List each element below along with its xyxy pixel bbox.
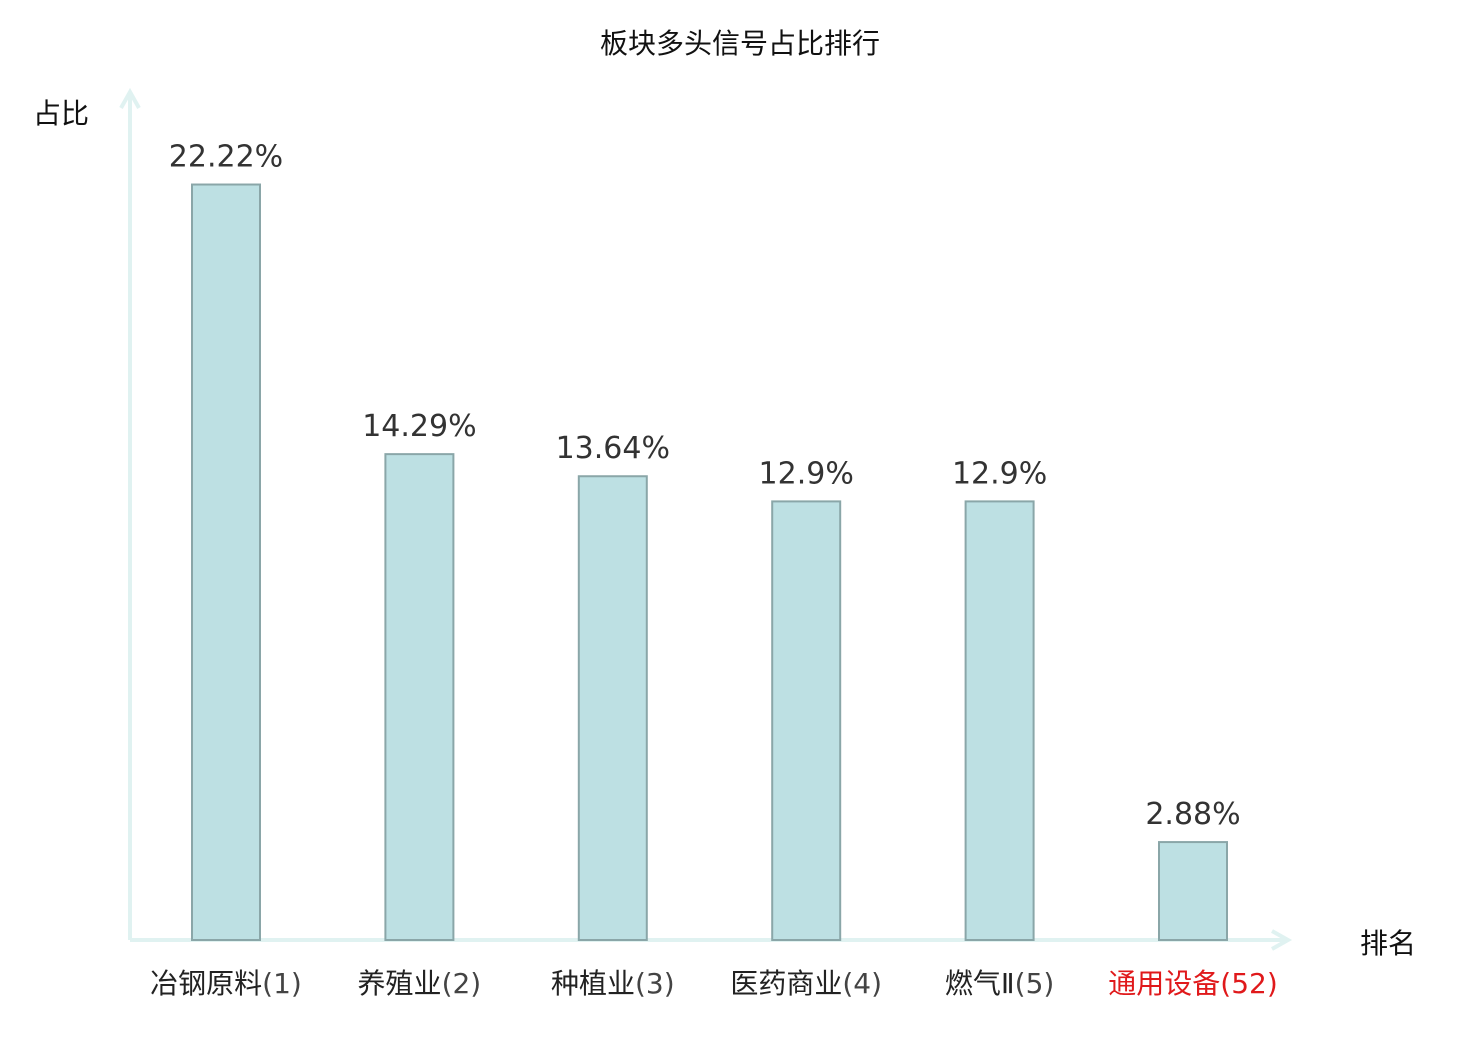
category-label-2: 养殖业(2) — [358, 967, 482, 1000]
y-axis-arrow — [119, 87, 141, 109]
x-axis-label: 排名 — [1360, 927, 1417, 960]
bar-4 — [771, 500, 842, 941]
category-label-5: 燃气Ⅱ(5) — [945, 967, 1054, 1000]
category-label-4: 医药商业(4) — [730, 967, 882, 1000]
value-labels-group: 22.22% 14.29% 13.64% 12.9% 12.9% 2.88% — [169, 140, 1241, 833]
value-label-4: 12.9% — [759, 456, 854, 491]
value-label-5: 12.9% — [952, 456, 1047, 491]
bar-1 — [191, 183, 261, 941]
value-label-3: 13.64% — [556, 431, 670, 466]
bars-group — [191, 183, 1228, 942]
value-label-2: 14.29% — [362, 409, 476, 444]
bar-6 — [1158, 841, 1228, 942]
y-axis-label: 占比 — [33, 97, 90, 130]
category-label-6: 通用设备(52) — [1108, 967, 1278, 1000]
chart-title: 板块多头信号占比排行 — [599, 27, 880, 60]
bar-3 — [577, 475, 648, 941]
bar-2 — [384, 453, 455, 941]
axes — [119, 87, 1293, 951]
value-label-6: 2.88% — [1145, 797, 1240, 832]
bar-5 — [964, 500, 1035, 941]
category-labels-group: 冶钢原料(1) 养殖业(2) 种植业(3) 医药商业(4) 燃气Ⅱ(5) 通用设备(52) — [150, 967, 1278, 1000]
value-label-1: 22.22% — [169, 140, 283, 175]
category-label-1: 冶钢原料(1) — [150, 967, 302, 1000]
category-label-3: 种植业(3) — [551, 967, 675, 1000]
x-axis-arrow — [1271, 929, 1293, 951]
